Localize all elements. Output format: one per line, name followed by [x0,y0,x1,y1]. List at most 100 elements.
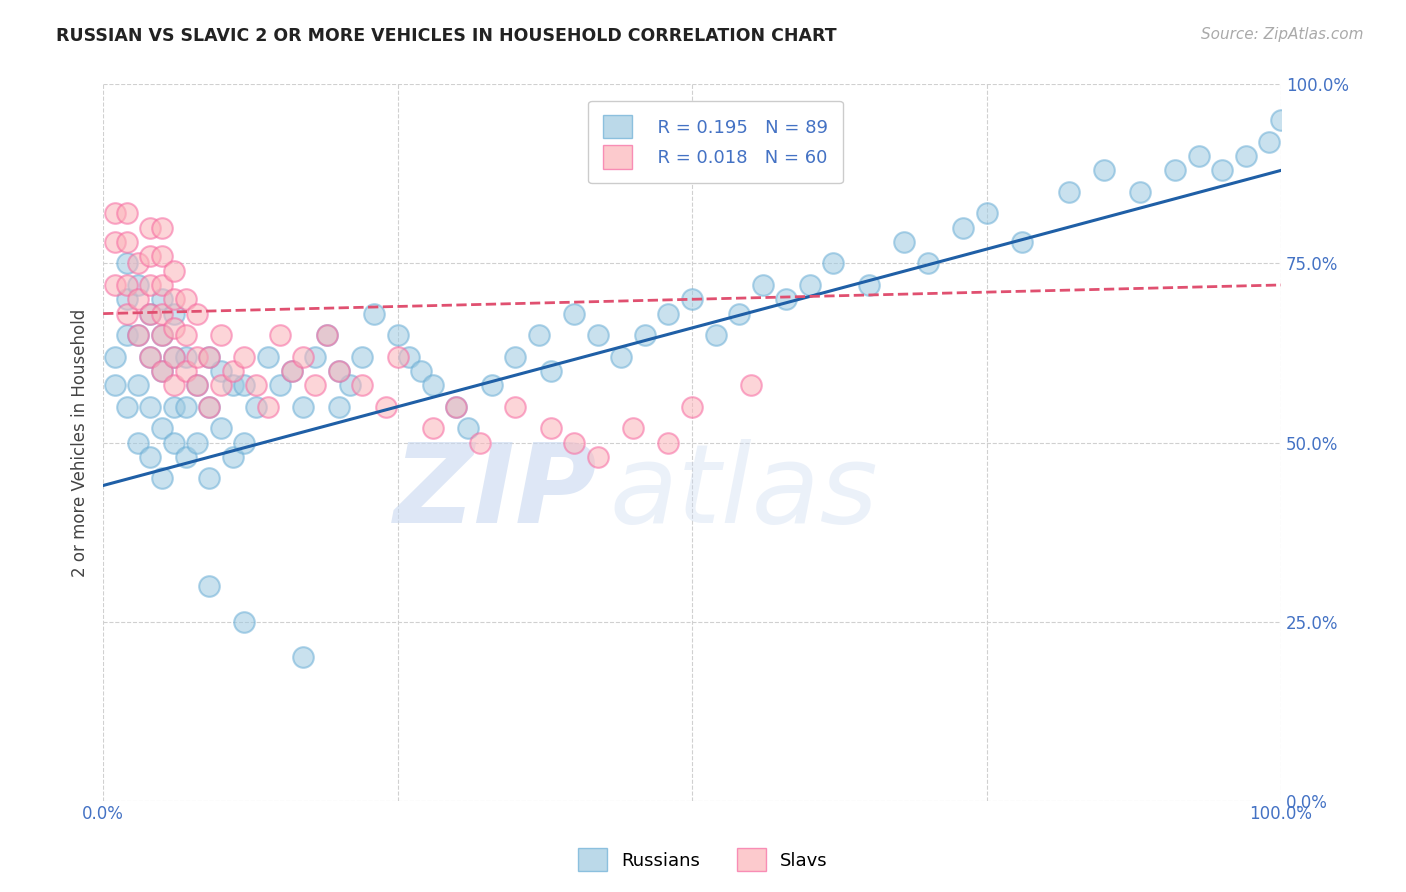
Point [198,350,221,364]
Point [657,435,679,450]
Point [1011,235,1033,249]
Point [233,435,256,450]
Point [728,307,751,321]
Point [505,350,527,364]
Point [233,615,256,629]
Point [198,350,221,364]
Point [150,328,173,343]
Point [422,421,444,435]
Point [823,256,845,270]
Point [1270,113,1292,128]
Point [221,378,243,392]
Point [174,328,197,343]
Point [104,350,127,364]
Point [257,350,280,364]
Point [398,350,420,364]
Point [304,378,326,392]
Point [104,206,127,220]
Point [174,350,197,364]
Point [115,307,138,321]
Point [328,364,350,378]
Point [174,293,197,307]
Point [174,450,197,464]
Point [1258,135,1281,149]
Point [150,220,173,235]
Point [799,277,821,292]
Point [186,378,208,392]
Point [139,277,162,292]
Point [1057,185,1080,199]
Point [186,350,208,364]
Point [221,364,243,378]
Point [139,450,162,464]
Point [740,378,762,392]
Point [586,450,609,464]
Point [363,307,385,321]
Point [163,378,186,392]
Point [163,400,186,414]
Point [269,328,291,343]
Text: atlas: atlas [610,439,879,546]
Point [540,364,562,378]
Point [681,400,703,414]
Point [468,435,491,450]
Point [115,328,138,343]
Point [163,350,186,364]
Point [186,378,208,392]
Point [150,307,173,321]
Point [374,400,396,414]
Point [115,256,138,270]
Point [621,421,644,435]
Point [527,328,550,343]
Point [339,378,361,392]
Point [292,350,315,364]
Point [115,400,138,414]
Text: Source: ZipAtlas.com: Source: ZipAtlas.com [1201,27,1364,42]
Point [115,235,138,249]
Point [163,293,186,307]
Point [150,421,173,435]
Point [280,364,302,378]
Point [150,471,173,485]
Point [328,400,350,414]
Point [198,579,221,593]
Point [104,277,127,292]
Text: RUSSIAN VS SLAVIC 2 OR MORE VEHICLES IN HOUSEHOLD CORRELATION CHART: RUSSIAN VS SLAVIC 2 OR MORE VEHICLES IN … [56,27,837,45]
Point [562,307,585,321]
Point [139,350,162,364]
Point [257,400,280,414]
Point [139,350,162,364]
Point [893,235,915,249]
Y-axis label: 2 or more Vehicles in Household: 2 or more Vehicles in Household [72,309,89,576]
Point [328,364,350,378]
Point [1187,149,1209,163]
Point [1164,163,1187,178]
Point [952,220,974,235]
Point [446,400,468,414]
Point [115,277,138,292]
Point [1234,149,1257,163]
Point [586,328,609,343]
Point [411,364,433,378]
Point [127,256,149,270]
Point [186,435,208,450]
Point [245,378,267,392]
Point [751,277,773,292]
Point [422,378,444,392]
Point [104,235,127,249]
Point [127,328,149,343]
Point [150,277,173,292]
Point [610,350,633,364]
Point [163,321,186,335]
Point [139,220,162,235]
Point [505,400,527,414]
Point [163,263,186,277]
Point [174,364,197,378]
Point [976,206,998,220]
Point [316,328,339,343]
Point [186,307,208,321]
Point [150,249,173,263]
Point [634,328,657,343]
Point [387,350,409,364]
Point [209,378,232,392]
